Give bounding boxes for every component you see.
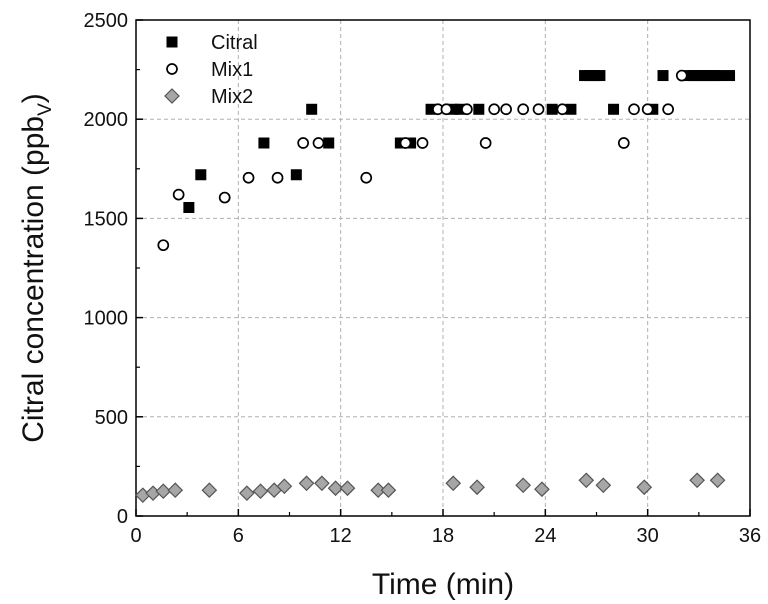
x-tick-label: 24	[534, 525, 556, 547]
mix1-point	[297, 137, 309, 149]
axis-ticks	[135, 19, 751, 517]
citral-point	[195, 169, 207, 181]
mix1-point	[312, 137, 325, 149]
mix1-point	[440, 103, 453, 116]
mix1-point	[479, 137, 492, 149]
mix1-point	[488, 103, 501, 116]
mix2-point	[595, 477, 612, 494]
mix1-point	[242, 171, 255, 184]
x-tick-label: 12	[330, 525, 352, 547]
mix1-point	[517, 103, 530, 116]
citral-point	[425, 103, 437, 115]
mix2-point	[709, 472, 726, 489]
mix2-point	[298, 475, 315, 492]
mix2-point	[370, 482, 387, 499]
series-mix1	[157, 69, 688, 252]
mix1-point	[641, 103, 654, 116]
citral-point	[183, 201, 195, 213]
legend: Citral Mix1 Mix2	[164, 32, 258, 108]
legend-entry-citral: Citral	[166, 32, 258, 54]
mix2-point	[689, 472, 705, 489]
mix2-point	[469, 479, 485, 496]
citral-point	[454, 103, 466, 115]
y-tick-labels: 0 500 1000 1500 2000 2500	[84, 10, 129, 528]
mix1-point	[500, 103, 512, 116]
legend-entry-mix2: Mix2	[164, 86, 253, 108]
citral-point	[166, 36, 178, 48]
data-marks	[134, 69, 736, 504]
x-tick-label: 18	[432, 525, 454, 547]
citral-point	[594, 70, 606, 82]
series-mix2	[134, 472, 726, 504]
y-tick-label: 0	[117, 506, 128, 528]
mix2-point	[239, 485, 255, 502]
citral-point	[258, 137, 270, 149]
citral-point	[323, 137, 335, 149]
citral-point	[306, 103, 318, 115]
mix1-point	[166, 63, 178, 75]
legend-label: Citral	[211, 32, 258, 54]
x-tick-labels: 0 6 12 18 24 30 36	[130, 525, 761, 547]
mix1-point	[416, 137, 429, 149]
mix2-point	[155, 483, 172, 500]
y-tick-label: 2000	[84, 109, 129, 131]
mix1-point	[461, 103, 473, 116]
mix2-point	[534, 481, 550, 498]
mix1-point	[360, 171, 373, 184]
mix1-point	[532, 103, 545, 116]
mix2-point	[314, 475, 330, 492]
citral-point	[290, 169, 302, 181]
mix2-point	[327, 480, 344, 497]
x-tick-label: 6	[233, 525, 244, 547]
mix1-point	[172, 188, 185, 201]
mix2-point	[252, 483, 269, 500]
citral-point	[713, 70, 725, 82]
legend-entry-mix1: Mix1	[166, 59, 253, 81]
mix2-point	[201, 482, 218, 499]
mix1-point	[675, 69, 688, 82]
mix1-point	[218, 191, 231, 204]
legend-label: Mix1	[211, 59, 253, 81]
citral-point	[608, 103, 620, 115]
mix1-point	[556, 103, 569, 116]
y-tick-label: 500	[95, 407, 128, 429]
x-tick-label: 30	[637, 525, 659, 547]
mix1-point	[271, 171, 284, 184]
mix2-point	[515, 477, 532, 494]
x-axis-title: Time (min)	[372, 568, 514, 601]
x-tick-label: 36	[739, 525, 761, 547]
grid	[136, 20, 750, 516]
mix1-point	[157, 239, 170, 252]
y-tick-label: 2500	[84, 10, 129, 32]
mix2-point	[445, 475, 462, 492]
x-tick-label: 0	[130, 525, 141, 547]
citral-point	[657, 70, 669, 82]
legend-label: Mix2	[211, 86, 253, 108]
citral-point	[565, 103, 577, 115]
y-axis-title-close: )	[17, 93, 50, 103]
mix2-point	[636, 479, 653, 496]
mix2-point	[164, 88, 180, 104]
y-axis-title-main: Citral concentration (ppb	[17, 116, 50, 443]
mix2-point	[380, 482, 397, 499]
mix1-point	[628, 103, 640, 116]
citral-point	[447, 103, 459, 115]
mix2-point	[167, 482, 184, 499]
mix1-point	[662, 103, 674, 116]
citral-point	[724, 70, 736, 82]
citral-point	[546, 103, 558, 115]
y-axis-title: Citral concentration (ppbV)	[17, 93, 56, 443]
y-tick-label: 1000	[84, 308, 129, 330]
mix2-point	[578, 472, 595, 489]
series-citral	[183, 70, 736, 213]
mix1-point	[399, 137, 412, 149]
citral-point	[473, 103, 485, 115]
mix2-point	[339, 480, 356, 497]
y-axis-title-subscript: V	[35, 103, 56, 116]
mix2-point	[276, 478, 293, 495]
mix1-point	[617, 137, 630, 149]
y-tick-label: 1500	[84, 208, 129, 230]
